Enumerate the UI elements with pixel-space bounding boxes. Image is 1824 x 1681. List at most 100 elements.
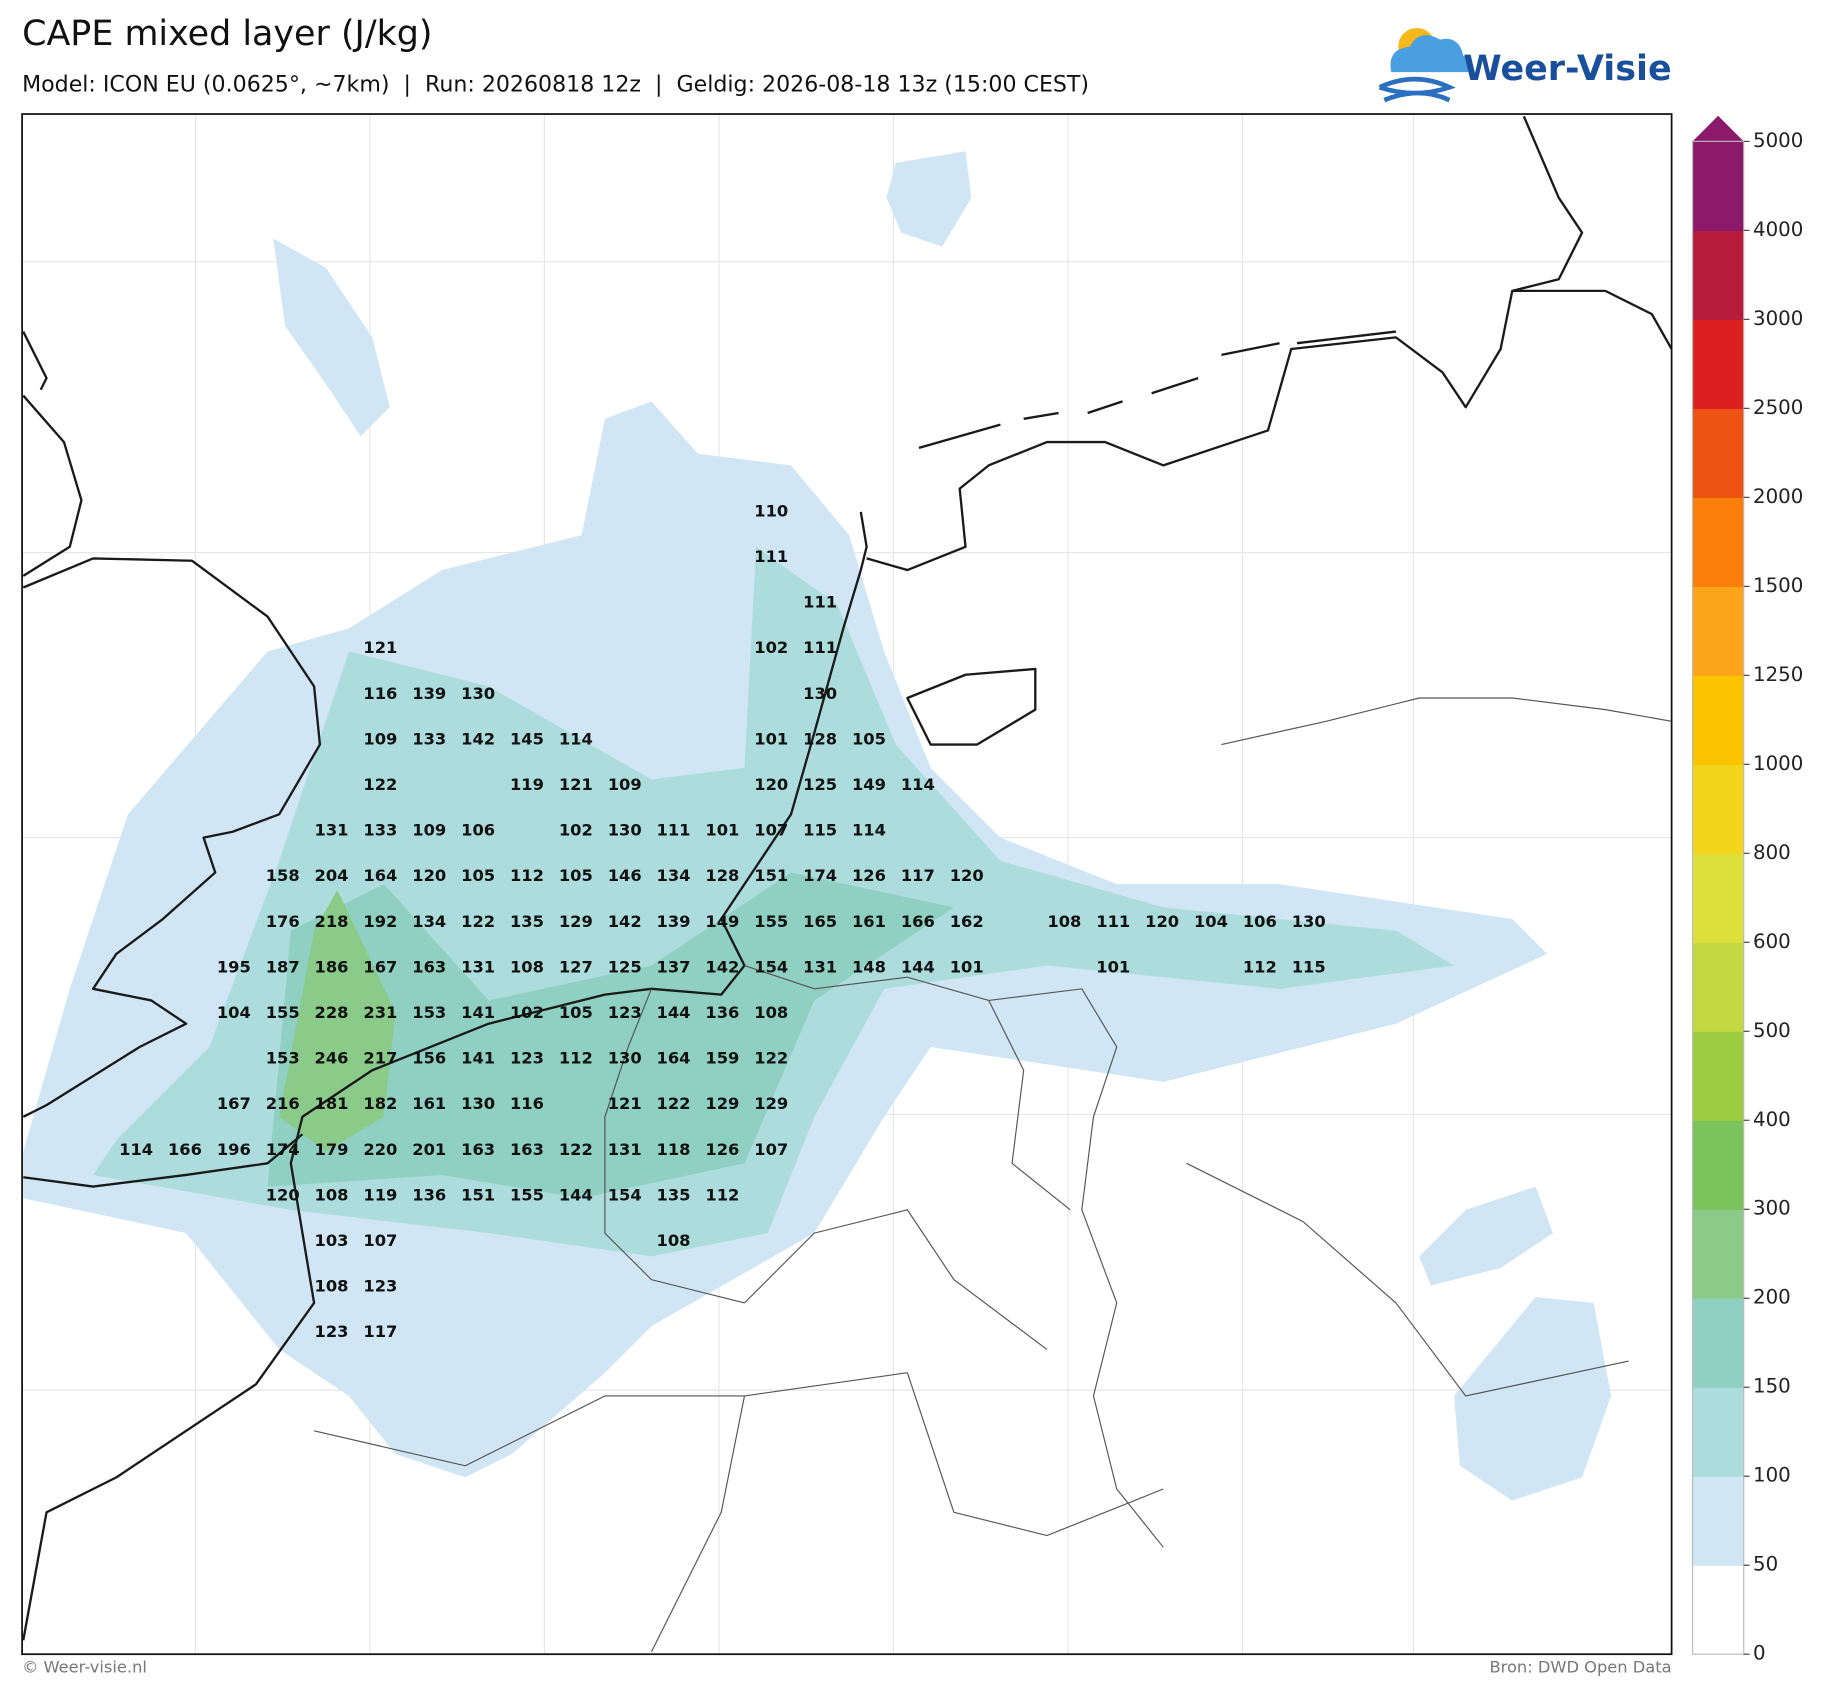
- cape-value: 119: [510, 775, 544, 794]
- colorbar-segment: [1692, 764, 1744, 854]
- colorbar-label: 200: [1753, 1286, 1791, 1309]
- cape-value: 130: [1292, 912, 1326, 931]
- cape-value: 144: [559, 1185, 593, 1204]
- cape-value: 154: [754, 957, 788, 976]
- cape-value: 174: [266, 1140, 300, 1159]
- colorbar-label: 0: [1753, 1642, 1766, 1665]
- cape-value: 128: [803, 729, 837, 748]
- map-frame: [21, 113, 1673, 1656]
- cape-value: 115: [803, 821, 837, 840]
- cape-value: 220: [363, 1140, 397, 1159]
- cape-area: [1454, 1297, 1612, 1501]
- cape-area: [1419, 1186, 1553, 1286]
- cape-value: 111: [657, 821, 691, 840]
- logo-text: Weer-Visie: [1463, 49, 1671, 89]
- cape-value: 116: [363, 684, 397, 703]
- cape-area: [267, 872, 954, 1199]
- cape-value: 102: [754, 638, 788, 657]
- cape-value: 181: [315, 1094, 349, 1113]
- cape-value: 176: [266, 912, 300, 931]
- colorbar-label: 1000: [1753, 752, 1803, 775]
- cape-value: 111: [803, 638, 837, 657]
- cape-value: 136: [705, 1003, 739, 1022]
- colorbar-label: 800: [1753, 841, 1791, 864]
- cape-value: 163: [510, 1140, 544, 1159]
- cape-value: 246: [315, 1049, 349, 1068]
- cape-value: 155: [266, 1003, 300, 1022]
- cape-value: 142: [461, 729, 495, 748]
- colorbar-label: 3000: [1753, 307, 1803, 330]
- colorbar-label: 4000: [1753, 218, 1803, 241]
- cape-value: 108: [315, 1277, 349, 1296]
- cape-value: 116: [510, 1094, 544, 1113]
- cape-value: 123: [608, 1003, 642, 1022]
- cape-value: 158: [266, 866, 300, 885]
- cape-value: 228: [315, 1003, 349, 1022]
- cape-value: 130: [461, 684, 495, 703]
- cape-value: 122: [559, 1140, 593, 1159]
- title: CAPE mixed layer (J/kg): [22, 14, 432, 54]
- cape-value: 110: [754, 501, 788, 520]
- cape-value: 159: [705, 1049, 739, 1068]
- cape-value: 144: [657, 1003, 691, 1022]
- cape-value: 129: [754, 1094, 788, 1113]
- coastline: [22, 557, 322, 1118]
- cape-value: 126: [852, 866, 886, 885]
- coastline: [22, 511, 868, 1641]
- colorbar-label: 2000: [1753, 485, 1803, 508]
- colorbar-label: 150: [1753, 1375, 1791, 1398]
- cape-value: 120: [412, 866, 446, 885]
- cape-value: 149: [705, 912, 739, 931]
- cape-value: 126: [705, 1140, 739, 1159]
- cape-value: 218: [315, 912, 349, 931]
- cape-value: 161: [852, 912, 886, 931]
- cape-value: 117: [901, 866, 935, 885]
- cape-value: 119: [363, 1185, 397, 1204]
- cape-value: 101: [950, 957, 984, 976]
- cape-value: 105: [852, 729, 886, 748]
- cape-value: 163: [412, 957, 446, 976]
- cape-value: 130: [803, 684, 837, 703]
- cape-value: 161: [412, 1094, 446, 1113]
- cape-value: 130: [461, 1094, 495, 1113]
- cape-value: 101: [705, 821, 739, 840]
- cape-value: 101: [1096, 957, 1130, 976]
- cape-value: 101: [754, 729, 788, 748]
- cape-value: 123: [510, 1049, 544, 1068]
- cape-value: 192: [363, 912, 397, 931]
- map: 110 111 111 121 102 111 116 139 130 130 109 133 142 1…: [22, 114, 1672, 1655]
- cape-value: 108: [657, 1231, 691, 1250]
- cape-value: 165: [803, 912, 837, 931]
- cape-value: 122: [754, 1049, 788, 1068]
- cape-value: 106: [461, 821, 495, 840]
- cape-value: 153: [412, 1003, 446, 1022]
- cape-value: 151: [461, 1185, 495, 1204]
- cape-value: 141: [461, 1049, 495, 1068]
- cape-value: 114: [119, 1140, 153, 1159]
- cape-value: 112: [1243, 957, 1277, 976]
- cape-value: 142: [608, 912, 642, 931]
- cape-value: 129: [559, 912, 593, 931]
- colorbar-segment: [1692, 319, 1744, 409]
- cape-value: 131: [803, 957, 837, 976]
- cape-value: 204: [315, 866, 349, 885]
- cape-value: 122: [657, 1094, 691, 1113]
- cape-value: 151: [754, 866, 788, 885]
- cape-area: [273, 238, 390, 437]
- cape-value: 125: [803, 775, 837, 794]
- cape-value: 121: [559, 775, 593, 794]
- cape-value: 107: [754, 1140, 788, 1159]
- coastline: [23, 1133, 304, 1188]
- cape-value: 104: [217, 1003, 251, 1022]
- cape-value: 114: [901, 775, 935, 794]
- cape-value: 217: [363, 1049, 397, 1068]
- colorbar-segment: [1692, 1031, 1744, 1121]
- coastline: [906, 667, 1037, 746]
- colorbar-label: 1250: [1753, 663, 1803, 686]
- cape-value: 134: [657, 866, 691, 885]
- cape-value: 231: [363, 1003, 397, 1022]
- cape-value: 139: [657, 912, 691, 931]
- cape-value: 131: [461, 957, 495, 976]
- cape-value: 123: [315, 1322, 349, 1341]
- colorbar-segment: [1692, 1565, 1744, 1655]
